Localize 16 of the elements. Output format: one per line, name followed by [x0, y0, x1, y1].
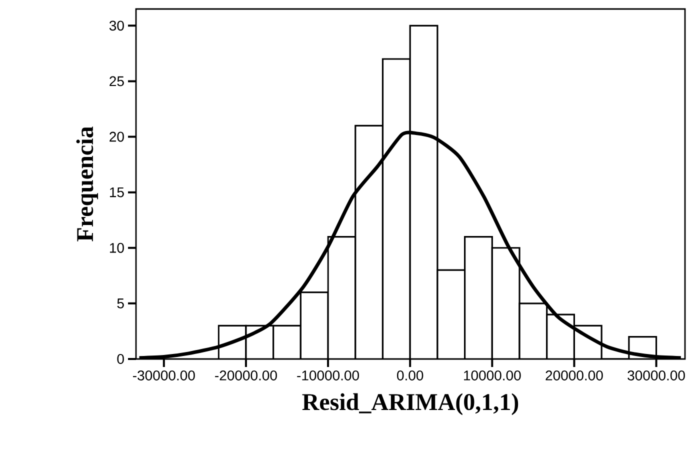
y-tick-label: 10 [110, 242, 124, 253]
x-tick-label: 20000.00 [546, 370, 603, 380]
x-axis-title: Resid_ARIMA(0,1,1) [302, 393, 518, 416]
x-tick-label: -20000.00 [215, 370, 277, 380]
x-tick-label: -10000.00 [297, 370, 360, 380]
x-tick-label: 30000.00 [628, 370, 685, 380]
y-axis-title: Frequencia [76, 126, 98, 242]
y-tick-label: 30 [109, 20, 124, 31]
y-tick-label: 0 [117, 354, 124, 364]
x-tick-label: 10000.00 [464, 370, 521, 380]
y-tick-label: 15 [110, 187, 124, 198]
x-tick-label: 0.00 [397, 370, 424, 380]
y-tick-label: 25 [110, 76, 124, 86]
y-tick-label: 20 [110, 132, 124, 142]
y-tick-label: 5 [117, 298, 124, 308]
x-tick-label: -30000.00 [133, 370, 195, 380]
